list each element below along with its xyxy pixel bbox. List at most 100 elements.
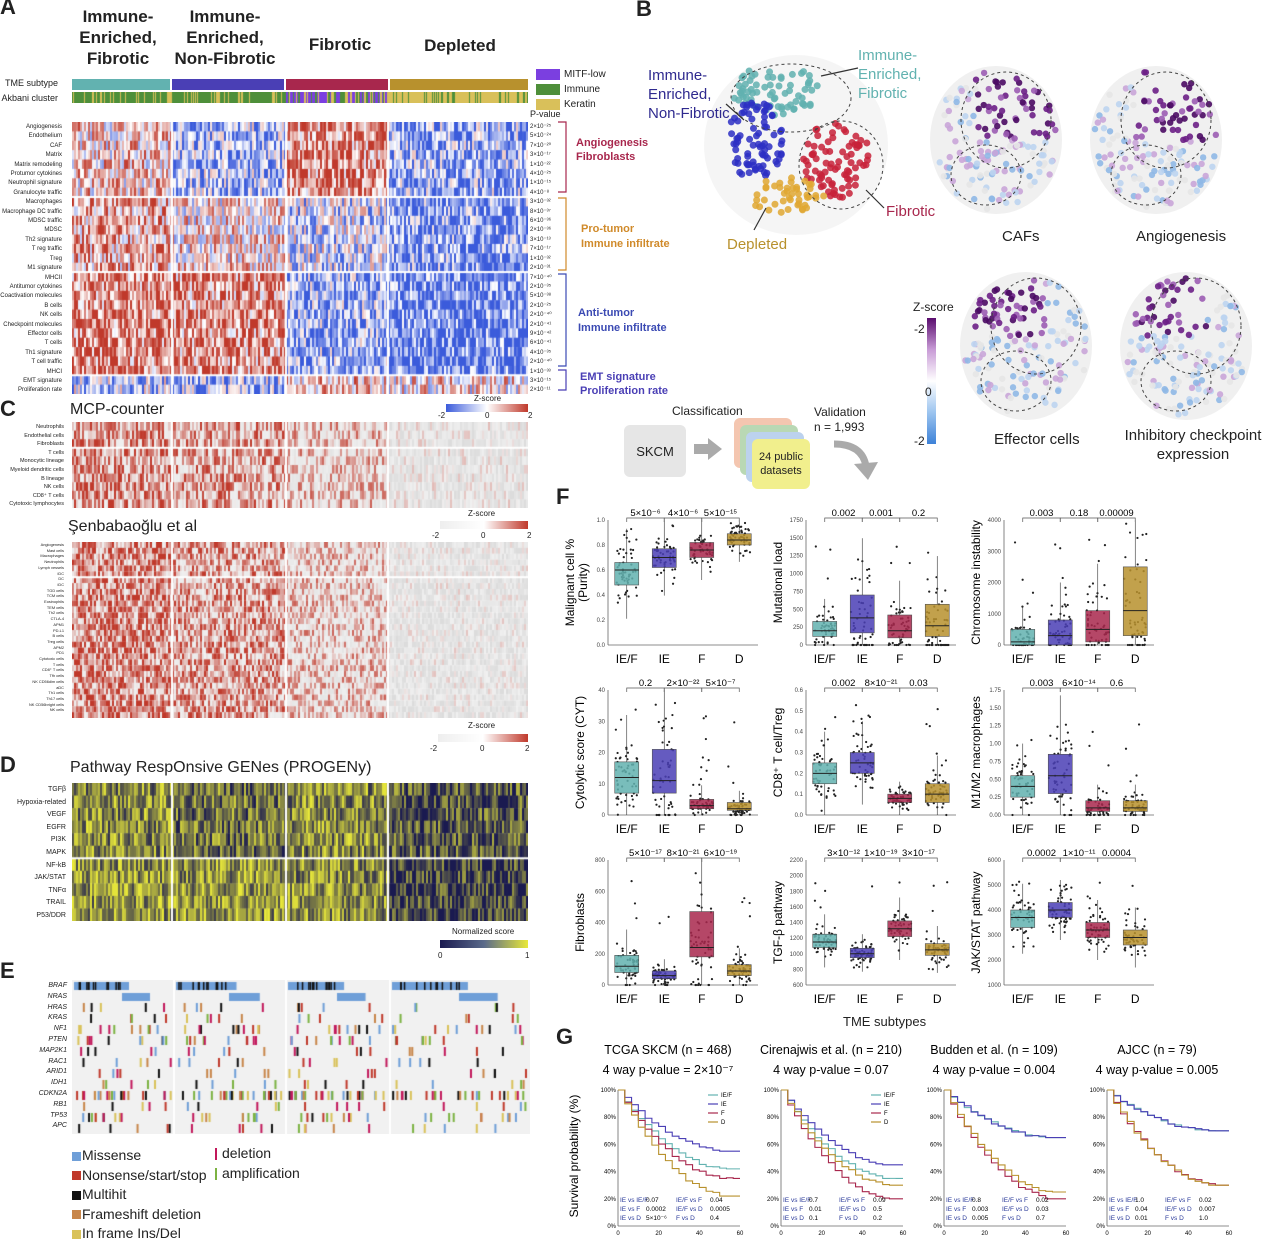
x-tick-label: IE/F bbox=[1012, 822, 1034, 836]
row-a-label: Coactivation molecules bbox=[0, 293, 62, 300]
km-legend-label: F bbox=[884, 1111, 888, 1117]
panel-letter-e: E bbox=[0, 958, 15, 983]
data-point bbox=[1059, 748, 1062, 751]
mutation-legend-swatch bbox=[72, 1171, 81, 1181]
umap-checkpoint-dot bbox=[1227, 302, 1234, 310]
data-point bbox=[740, 977, 744, 980]
km-stat-label: IE/F vs F bbox=[839, 1197, 865, 1204]
km-y-tick: 100% bbox=[1090, 1088, 1106, 1094]
gene-label: NF1 bbox=[53, 1025, 67, 1033]
data-point bbox=[739, 552, 742, 555]
box-D bbox=[924, 783, 950, 803]
data-point bbox=[1144, 954, 1147, 957]
y-tick-label: 1500 bbox=[790, 536, 804, 542]
data-point bbox=[818, 754, 822, 758]
data-point bbox=[622, 555, 625, 559]
row-a-label: Checkpoint molecules bbox=[3, 321, 62, 328]
umap-checkpoint-dot bbox=[1133, 368, 1140, 376]
normalized-score-bar bbox=[440, 940, 528, 948]
data-point bbox=[617, 552, 620, 555]
umap-cafs-dot bbox=[965, 155, 972, 163]
data-point bbox=[1086, 895, 1089, 898]
umap-angiogenesis-dot bbox=[1133, 133, 1140, 141]
data-point bbox=[826, 641, 829, 644]
umap-dot-fib bbox=[812, 155, 820, 163]
y-tick-label: 1600 bbox=[790, 905, 804, 911]
data-point bbox=[701, 756, 704, 759]
pvalue-label: 6×10⁻³⁶ bbox=[530, 218, 552, 225]
data-point bbox=[906, 942, 909, 946]
km-curve bbox=[944, 1089, 1066, 1139]
data-point bbox=[1145, 532, 1148, 536]
data-point bbox=[1129, 813, 1132, 817]
data-point bbox=[897, 643, 900, 647]
data-point bbox=[851, 944, 854, 947]
data-point bbox=[1089, 813, 1092, 817]
data-point bbox=[928, 590, 931, 593]
p-value-label: 0.00009 bbox=[1099, 508, 1133, 519]
bracket-emt bbox=[558, 369, 567, 391]
data-point bbox=[653, 983, 657, 987]
p-value-label: 0.001 bbox=[869, 508, 893, 519]
umap-dot-ienf bbox=[732, 146, 740, 154]
umap-checkpoint-dot bbox=[1132, 320, 1139, 327]
data-point bbox=[660, 589, 664, 593]
data-point bbox=[668, 740, 671, 743]
data-point bbox=[869, 786, 872, 789]
umap-cafs-dot bbox=[973, 160, 981, 167]
progeny-row-label: PI3K bbox=[50, 836, 66, 844]
umap-effector-dot bbox=[1080, 366, 1088, 374]
umap-effector-dot bbox=[1004, 407, 1011, 415]
pvalue-label: 4×10⁻⁸ bbox=[530, 189, 550, 196]
data-point bbox=[1011, 767, 1014, 770]
data-point bbox=[858, 636, 861, 639]
track-label-tme: TME subtype bbox=[4, 78, 58, 88]
data-point bbox=[630, 744, 633, 747]
data-point bbox=[657, 537, 660, 540]
y-tick-label: 1400 bbox=[790, 921, 804, 927]
data-point bbox=[661, 729, 664, 732]
data-point bbox=[903, 606, 906, 610]
senbabaoglu-row-label: NK cells bbox=[49, 707, 64, 713]
umap-dot-ief bbox=[792, 97, 800, 105]
umap-effector-dot bbox=[1023, 387, 1031, 394]
row-a-label: T cell traffic bbox=[31, 359, 62, 366]
data-point bbox=[630, 556, 633, 560]
data-point bbox=[1091, 730, 1094, 733]
umap-dot-fib bbox=[831, 191, 839, 199]
umap-dot-fib bbox=[829, 134, 837, 142]
umap-effector-dot bbox=[1030, 370, 1037, 377]
data-point bbox=[867, 567, 871, 571]
data-point bbox=[616, 751, 619, 755]
umap-checkpoint-dot bbox=[1138, 335, 1145, 342]
km-stat-label: IE vs F bbox=[1109, 1206, 1129, 1213]
y-tick-label: 200 bbox=[595, 952, 606, 958]
data-point bbox=[698, 536, 701, 539]
umap-effector-dot bbox=[1071, 313, 1078, 320]
umap-cafs-dot bbox=[966, 119, 973, 127]
umap-checkpoint-dot bbox=[1164, 278, 1171, 285]
pvalue-label: 2×10⁻⁴¹ bbox=[530, 321, 552, 328]
umap-dot-ienf bbox=[777, 150, 785, 158]
data-point bbox=[630, 977, 633, 980]
umap-cafs-dot bbox=[1011, 135, 1018, 142]
umap-dot-dep bbox=[794, 190, 802, 198]
umap-effector-dot bbox=[999, 375, 1006, 382]
km-y-tick: 80% bbox=[604, 1115, 617, 1121]
data-point bbox=[1013, 541, 1017, 544]
senbabaoglu-row-label: PD-L1 bbox=[52, 627, 64, 633]
skcm-box: SKCM bbox=[624, 425, 686, 477]
umap-checkpoint-dot bbox=[1220, 294, 1228, 301]
umap-checkpoint-dot bbox=[1145, 296, 1152, 303]
umap-angiogenesis-dot bbox=[1212, 131, 1220, 139]
umap-dot-ienf bbox=[758, 142, 766, 150]
data-point bbox=[694, 539, 697, 542]
zscore-c-title: Z-score bbox=[468, 509, 496, 518]
km-curve bbox=[1107, 1089, 1229, 1186]
pvalue-label: 3×10⁻¹³ bbox=[530, 236, 551, 243]
data-point bbox=[1103, 584, 1106, 587]
progeny-row-label: TRAIL bbox=[46, 899, 66, 907]
data-point bbox=[1138, 643, 1141, 647]
data-point bbox=[660, 968, 663, 971]
umap-angiogenesis-dot bbox=[1143, 158, 1151, 166]
